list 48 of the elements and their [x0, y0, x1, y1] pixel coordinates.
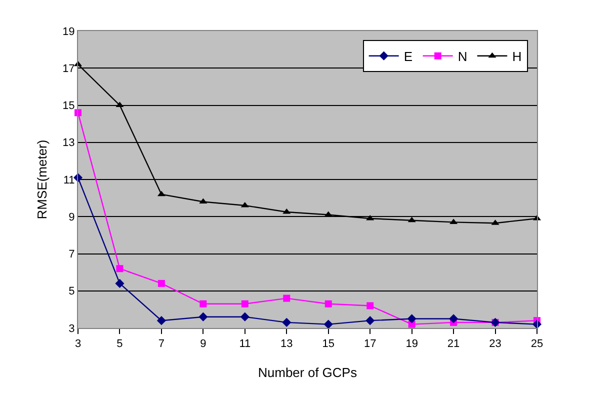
x-tick-label: 13: [280, 338, 293, 350]
x-tick-label: 25: [530, 338, 544, 350]
y-tick-label: 15: [62, 100, 75, 112]
point: [199, 198, 208, 204]
point: [156, 316, 166, 326]
legend-label: N: [458, 48, 468, 64]
point: [366, 214, 374, 220]
legend-label: E: [404, 48, 413, 64]
point: [324, 211, 332, 217]
y-axis-title: RMSE(meter): [34, 140, 50, 220]
x-tick-label: 19: [406, 338, 418, 350]
point: [115, 278, 124, 288]
x-tick-label: 21: [447, 338, 460, 350]
x-tick-label: 23: [489, 338, 502, 350]
point: [407, 314, 416, 324]
point: [283, 294, 290, 302]
point: [240, 312, 250, 322]
point: [324, 320, 333, 329]
point: [366, 302, 374, 310]
point: [449, 314, 458, 324]
x-tick-label: 7: [158, 338, 165, 350]
point: [408, 216, 416, 222]
point: [282, 318, 292, 327]
point: [324, 300, 332, 308]
x-tick-label: 9: [200, 338, 206, 350]
x-tick-label: 15: [322, 338, 334, 350]
x-tick-label: 11: [239, 338, 251, 350]
point: [158, 280, 165, 287]
point: [241, 300, 248, 308]
y-tick-label: 13: [62, 137, 75, 150]
x-tick-label: 5: [116, 338, 123, 350]
legend-label: H: [512, 48, 522, 64]
point: [198, 312, 208, 322]
point: [366, 316, 375, 326]
y-tick-label: 19: [62, 26, 75, 38]
point: [282, 208, 291, 214]
point: [240, 202, 249, 208]
y-tick-label: 9: [68, 211, 75, 224]
y-tick-label: 3: [68, 322, 75, 335]
point: [200, 300, 207, 308]
point: [157, 190, 166, 196]
y-tick-label: 17: [62, 62, 75, 75]
y-tick-label: 5: [68, 286, 75, 298]
y-tick-label: 7: [68, 248, 75, 261]
x-tick-label: 17: [364, 338, 376, 350]
point: [116, 265, 124, 272]
x-axis-title: Number of GCPs: [258, 364, 358, 380]
y-tick-label: 11: [63, 174, 75, 186]
